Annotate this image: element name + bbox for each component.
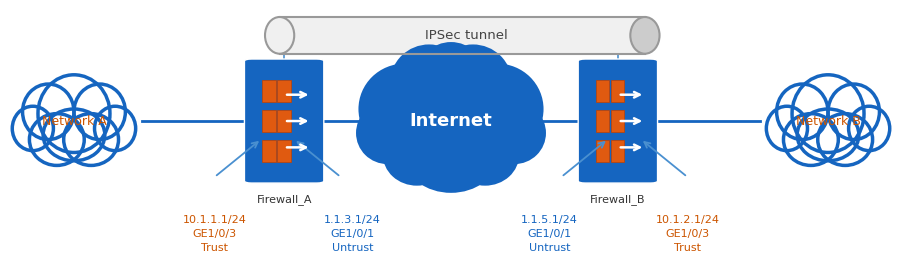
Ellipse shape xyxy=(849,106,889,151)
Ellipse shape xyxy=(818,114,872,165)
Ellipse shape xyxy=(390,44,468,121)
Ellipse shape xyxy=(777,84,828,140)
Ellipse shape xyxy=(74,84,125,140)
Text: Network B: Network B xyxy=(796,115,861,128)
Text: 1.1.5.1/24
GE1/0/1
Untrust: 1.1.5.1/24 GE1/0/1 Untrust xyxy=(521,215,578,253)
Ellipse shape xyxy=(483,102,546,164)
FancyBboxPatch shape xyxy=(596,140,610,162)
FancyBboxPatch shape xyxy=(277,80,290,102)
Text: Internet: Internet xyxy=(410,112,492,130)
FancyBboxPatch shape xyxy=(280,17,645,54)
FancyBboxPatch shape xyxy=(578,59,658,183)
Ellipse shape xyxy=(767,106,807,151)
Ellipse shape xyxy=(405,121,497,193)
FancyBboxPatch shape xyxy=(611,80,624,102)
FancyBboxPatch shape xyxy=(611,110,624,132)
Ellipse shape xyxy=(784,114,838,165)
FancyBboxPatch shape xyxy=(277,140,290,162)
Ellipse shape xyxy=(630,17,659,54)
Ellipse shape xyxy=(417,42,485,109)
Ellipse shape xyxy=(13,106,53,151)
Text: IPSec tunnel: IPSec tunnel xyxy=(426,29,508,42)
Text: Firewall_A: Firewall_A xyxy=(256,194,312,205)
Text: Firewall_B: Firewall_B xyxy=(590,194,646,205)
FancyBboxPatch shape xyxy=(596,80,610,102)
Ellipse shape xyxy=(95,106,135,151)
Ellipse shape xyxy=(358,64,451,154)
Ellipse shape xyxy=(828,84,879,140)
Ellipse shape xyxy=(792,75,864,153)
Ellipse shape xyxy=(382,123,451,186)
Ellipse shape xyxy=(43,109,105,161)
FancyBboxPatch shape xyxy=(596,110,610,132)
FancyBboxPatch shape xyxy=(262,140,276,162)
Text: 10.1.1.1/24
GE1/0/3
Trust: 10.1.1.1/24 GE1/0/3 Trust xyxy=(182,215,246,253)
Text: Network A: Network A xyxy=(41,115,106,128)
FancyBboxPatch shape xyxy=(244,59,324,183)
Ellipse shape xyxy=(30,114,84,165)
Ellipse shape xyxy=(64,114,118,165)
FancyBboxPatch shape xyxy=(262,110,276,132)
Ellipse shape xyxy=(356,102,419,164)
FancyBboxPatch shape xyxy=(262,80,276,102)
Ellipse shape xyxy=(265,17,294,54)
Ellipse shape xyxy=(451,123,520,186)
Ellipse shape xyxy=(384,55,518,187)
Ellipse shape xyxy=(451,64,544,154)
Ellipse shape xyxy=(23,84,74,140)
FancyBboxPatch shape xyxy=(277,110,290,132)
Ellipse shape xyxy=(797,109,859,161)
Ellipse shape xyxy=(434,44,512,121)
FancyBboxPatch shape xyxy=(611,140,624,162)
Text: 1.1.3.1/24
GE1/0/1
Untrust: 1.1.3.1/24 GE1/0/1 Untrust xyxy=(324,215,381,253)
Ellipse shape xyxy=(38,75,110,153)
Text: 10.1.2.1/24
GE1/0/3
Trust: 10.1.2.1/24 GE1/0/3 Trust xyxy=(656,215,720,253)
